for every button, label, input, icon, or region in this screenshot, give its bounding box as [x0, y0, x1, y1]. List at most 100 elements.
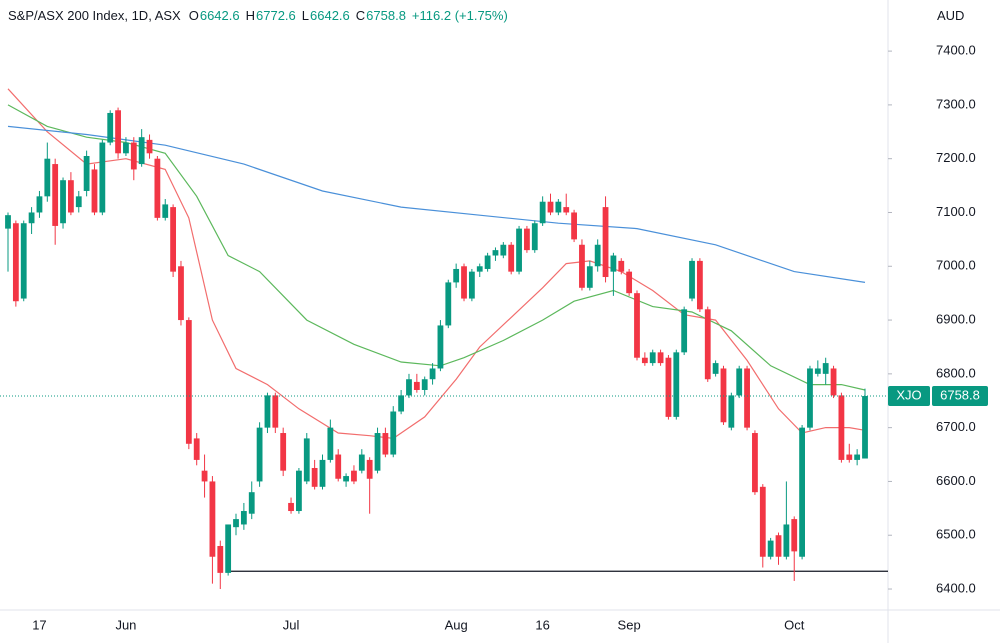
candle-body: [5, 215, 11, 229]
legend-value: 6758.8: [366, 8, 406, 23]
candle-body: [83, 155, 90, 191]
candle-body: [248, 492, 255, 514]
price-tag-value: 6758.8: [940, 387, 980, 402]
y-tick-label: 6400.0: [936, 580, 976, 595]
y-tick-label: 6500.0: [936, 527, 976, 542]
candle-body: [854, 454, 861, 460]
legend-value: 6772.6: [256, 8, 296, 23]
candle-body: [846, 454, 853, 460]
candle-body: [626, 271, 633, 294]
legend-key: L: [301, 8, 309, 23]
candle-body: [791, 519, 798, 552]
candle-body: [657, 352, 664, 364]
candle-body: [154, 158, 161, 218]
ohlc-legend: S&P/ASX 200 Index, 1D, ASX O6642.6 H6772.6…: [8, 8, 514, 23]
title: S&P/ASX 200 Index, 1D, ASX: [8, 8, 181, 23]
candle-body: [91, 169, 98, 213]
candle-body: [12, 223, 19, 302]
candle-body: [201, 470, 208, 482]
price-tag-name-box: [888, 386, 930, 407]
candle-body: [736, 368, 743, 396]
candle-body: [390, 411, 397, 455]
y-tick-label: 7100.0: [936, 204, 976, 219]
candle-body: [130, 142, 137, 170]
candle-body: [752, 433, 758, 493]
candle-body: [217, 545, 224, 573]
legend-key: C: [355, 8, 366, 23]
candle-body: [618, 260, 625, 272]
y-tick-label: 6700.0: [936, 419, 976, 434]
candle-body: [579, 244, 585, 288]
candle-body: [453, 268, 460, 283]
candle-body: [233, 519, 239, 528]
x-tick-label: Sep: [618, 617, 641, 632]
price-tag-name: XJO: [896, 387, 921, 402]
candle-body: [162, 204, 169, 218]
y-tick-label: 7000.0: [936, 258, 976, 273]
x-tick-label: Jul: [283, 617, 300, 632]
candle-body: [500, 244, 507, 256]
candle-body: [547, 201, 554, 213]
price-tag-box: [932, 386, 988, 407]
candle-body: [696, 260, 703, 310]
currency: AUD: [937, 8, 965, 23]
candle-body: [445, 282, 452, 326]
candle-body: [123, 142, 129, 154]
candle-body: [296, 470, 302, 512]
legend-value: 6642.6: [199, 8, 240, 23]
candle-body: [225, 524, 232, 573]
candle-body: [492, 250, 499, 256]
x-tick-label: Oct: [784, 617, 805, 632]
candle-body: [60, 180, 66, 224]
candle-body: [673, 352, 680, 417]
y-tick-label: 6900.0: [936, 311, 976, 326]
candle-body: [303, 438, 310, 482]
candle-body: [594, 244, 601, 267]
y-tick-label: 6600.0: [936, 473, 976, 488]
candle-body: [209, 481, 216, 557]
legend-key: O: [188, 8, 199, 23]
candle-body: [862, 396, 868, 459]
candle-body: [508, 244, 515, 272]
candle-body: [374, 433, 381, 471]
candle-body: [641, 357, 648, 364]
candle-body: [704, 309, 711, 380]
candle-body: [775, 535, 782, 557]
candle-body: [193, 438, 200, 460]
candle-body: [728, 395, 735, 428]
candle-body: [807, 368, 813, 428]
candle-body: [319, 459, 326, 487]
candle-body: [288, 502, 294, 512]
candle-body: [830, 368, 837, 396]
x-tick-label: Aug: [445, 617, 468, 632]
x-tick-label: 16: [535, 617, 549, 632]
candle-body: [52, 164, 59, 226]
candle-body: [358, 454, 365, 471]
candle-body: [20, 223, 27, 299]
candle-body: [264, 395, 271, 428]
moving-average: [7, 88, 866, 440]
candle-body: [712, 363, 719, 374]
candle-body: [720, 368, 727, 423]
candle-body: [516, 228, 522, 272]
candle-body: [649, 352, 656, 364]
candle-body: [36, 196, 43, 213]
candle-body: [531, 223, 538, 251]
candle-body: [343, 476, 349, 482]
y-tick-label: 7300.0: [936, 96, 976, 111]
candle-body: [539, 201, 546, 224]
candle-body: [468, 271, 475, 299]
candle-body: [146, 139, 153, 154]
candle-body: [634, 293, 640, 358]
candle-body: [476, 266, 483, 272]
candle-body: [240, 511, 247, 525]
candle-body: [822, 363, 829, 374]
candle-body: [28, 212, 35, 224]
legend-key: H: [245, 8, 255, 23]
candle-body: [681, 309, 688, 353]
candle-body: [421, 379, 428, 390]
candle-body: [437, 325, 444, 369]
candle-body: [429, 368, 436, 380]
candle-body: [610, 255, 617, 272]
